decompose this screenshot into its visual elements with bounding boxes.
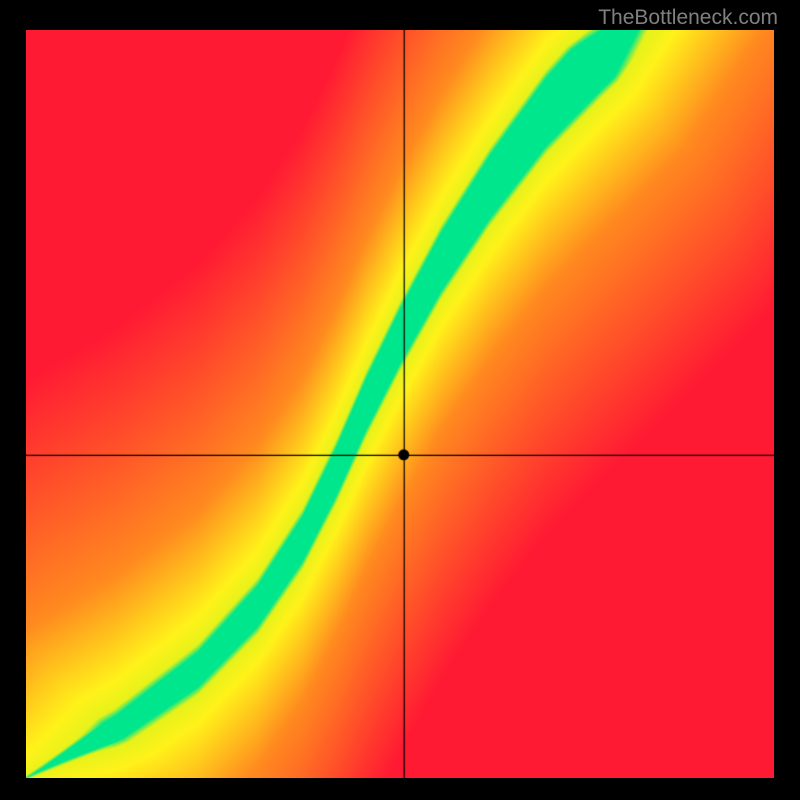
bottleneck-heatmap	[26, 30, 774, 778]
watermark-text: TheBottleneck.com	[598, 6, 778, 30]
chart-container: TheBottleneck.com	[0, 0, 800, 800]
